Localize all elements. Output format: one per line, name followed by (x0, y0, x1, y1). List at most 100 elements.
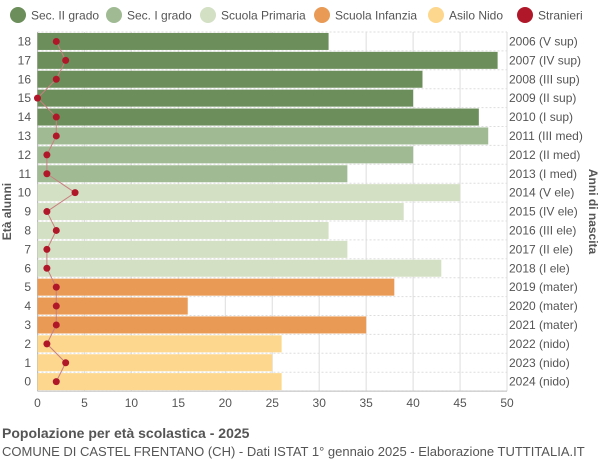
stranieri-point (52, 132, 60, 140)
stranieri-point (43, 151, 51, 159)
stranieri-point (34, 94, 41, 102)
birth-year-label: 2014 (V ele) (509, 186, 574, 200)
y-tick-label: 11 (19, 167, 32, 181)
stranieri-point (43, 264, 51, 272)
chart-subtitle: COMUNE DI CASTEL FRENTANO (CH) - Dati IS… (2, 444, 585, 459)
y-tick-label: 3 (24, 318, 31, 332)
stranieri-point (52, 75, 60, 83)
birth-year-label: 2017 (II ele) (509, 242, 573, 256)
y-tick-label: 4 (24, 299, 31, 313)
y-tick-label: 15 (18, 91, 32, 105)
y-tick-label: 8 (24, 223, 31, 237)
bar (37, 146, 414, 164)
x-tick-label: 35 (359, 396, 373, 410)
birth-year-label: 2018 (I ele) (509, 261, 570, 275)
x-tick-label: 5 (81, 396, 88, 410)
legend-label: Stranieri (538, 9, 583, 23)
birth-year-label: 2024 (nido) (509, 375, 570, 389)
birth-year-label: 2006 (V sup) (509, 34, 578, 48)
bar (37, 297, 188, 315)
bar (37, 108, 479, 126)
y-axis-title: Età alunni (0, 183, 14, 240)
birth-year-label: 2019 (mater) (509, 280, 578, 294)
stranieri-point (52, 302, 60, 310)
x-tick-label: 30 (313, 396, 327, 410)
y-tick-label: 16 (18, 72, 32, 86)
x-tick-label: 45 (453, 396, 467, 410)
legend-swatch (517, 7, 533, 23)
bar (37, 203, 404, 221)
birth-year-label: 2011 (III med) (509, 129, 583, 143)
bar (37, 240, 348, 258)
y-tick-label: 2 (24, 337, 31, 351)
stranieri-point (52, 321, 60, 329)
legend-label: Sec. I grado (127, 9, 192, 23)
bar (37, 259, 442, 277)
stranieri-point (43, 170, 51, 178)
birth-year-label: 2023 (nido) (509, 356, 570, 370)
x-tick-label: 50 (500, 396, 514, 410)
y-tick-label: 7 (24, 242, 31, 256)
bar (37, 127, 489, 145)
stranieri-point (43, 340, 51, 348)
bar (37, 184, 461, 202)
birth-year-label: 2015 (IV ele) (509, 205, 578, 219)
x-tick-label: 15 (172, 396, 186, 410)
y-tick-label: 17 (18, 53, 32, 67)
birth-year-label: 2010 (I sup) (509, 110, 573, 124)
birth-year-label: 2016 (III ele) (509, 223, 576, 237)
bar (37, 354, 273, 372)
bar (37, 70, 423, 88)
bar (37, 165, 348, 183)
birth-year-label: 2009 (II sup) (509, 91, 576, 105)
y-tick-label: 13 (18, 129, 32, 143)
chart-title: Popolazione per età scolastica - 2025 (2, 425, 250, 441)
legend-label: Scuola Infanzia (335, 9, 417, 23)
stranieri-point (71, 189, 79, 197)
bar (37, 32, 329, 50)
stranieri-point (52, 113, 60, 121)
bar (37, 335, 282, 353)
legend-label: Asilo Nido (449, 9, 503, 23)
y-tick-label: 10 (18, 186, 32, 200)
birth-year-label: 2008 (III sup) (509, 72, 580, 86)
y-tick-label: 6 (24, 261, 31, 275)
y-tick-label: 0 (24, 375, 31, 389)
x-tick-label: 25 (266, 396, 280, 410)
y-tick-label: 12 (18, 148, 32, 162)
y-tick-label: 1 (24, 356, 31, 370)
x-tick-label: 20 (219, 396, 233, 410)
legend-label: Scuola Primaria (221, 9, 306, 23)
stranieri-point (62, 359, 70, 367)
birth-year-label: 2012 (II med) (509, 148, 580, 162)
legend-swatch (314, 7, 330, 23)
y-tick-label: 18 (18, 34, 32, 48)
birth-year-label: 2007 (IV sup) (509, 53, 581, 67)
y-tick-label: 5 (24, 280, 31, 294)
legend-swatch (10, 7, 26, 23)
bar (37, 316, 367, 334)
y-axis-title-right: Anni di nascita (586, 169, 600, 255)
stranieri-point (52, 378, 60, 386)
legend-label: Sec. II grado (31, 9, 99, 23)
bar (37, 51, 498, 69)
birth-year-label: 2021 (mater) (509, 318, 578, 332)
stranieri-point (52, 37, 60, 45)
stranieri-point (62, 56, 70, 64)
legend-swatch (200, 7, 216, 23)
stranieri-point (43, 208, 51, 216)
birth-year-label: 2020 (mater) (509, 299, 578, 313)
stranieri-point (52, 226, 60, 234)
stranieri-point (43, 245, 51, 253)
bar (37, 373, 282, 391)
bar (37, 89, 414, 107)
x-tick-label: 10 (125, 396, 139, 410)
bar (37, 278, 395, 296)
legend-swatch (106, 7, 122, 23)
bar (37, 221, 329, 239)
stranieri-point (52, 283, 60, 291)
y-tick-label: 9 (24, 205, 31, 219)
x-tick-label: 40 (406, 396, 420, 410)
